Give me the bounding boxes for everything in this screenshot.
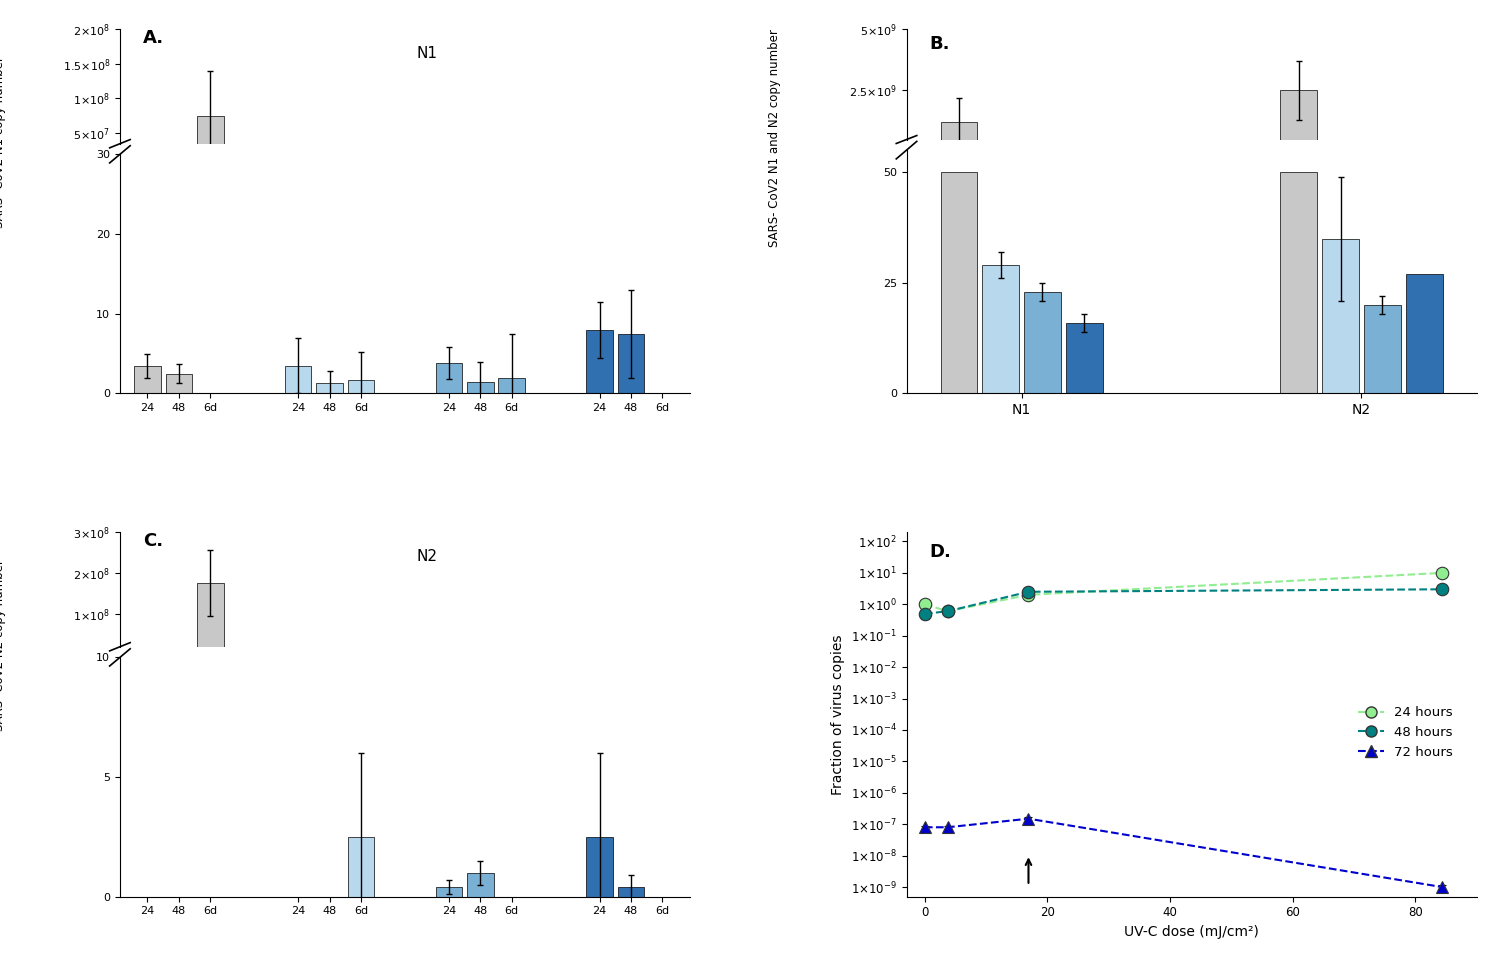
- Bar: [468, 872, 493, 897]
- Bar: [499, 378, 525, 393]
- Bar: [1280, 91, 1318, 151]
- Bar: [940, 122, 977, 151]
- Bar: [1066, 323, 1103, 393]
- Text: B.: B.: [929, 35, 950, 53]
- Y-axis label: SARS- CoV2 N1 and N2 copy number: SARS- CoV2 N1 and N2 copy number: [767, 29, 781, 247]
- Bar: [982, 265, 1019, 393]
- Text: C.: C.: [142, 532, 163, 549]
- Bar: [196, 583, 223, 655]
- Text: A.: A.: [142, 29, 163, 46]
- Bar: [618, 334, 645, 393]
- Bar: [348, 837, 375, 897]
- Y-axis label: SARS- CoV2 N1 copy number: SARS- CoV2 N1 copy number: [0, 57, 6, 228]
- Bar: [165, 373, 192, 393]
- Bar: [468, 382, 493, 393]
- Bar: [1280, 173, 1318, 393]
- Bar: [586, 837, 613, 897]
- Y-axis label: Fraction of virus copies: Fraction of virus copies: [830, 634, 845, 794]
- Bar: [436, 363, 462, 393]
- Text: D.: D.: [929, 543, 952, 561]
- Text: N1: N1: [417, 45, 438, 61]
- Bar: [348, 380, 375, 393]
- Bar: [940, 173, 977, 393]
- Bar: [1024, 292, 1061, 393]
- Bar: [618, 887, 645, 897]
- Bar: [1364, 305, 1400, 393]
- Bar: [586, 330, 613, 393]
- Bar: [196, 116, 223, 168]
- X-axis label: UV-C dose (mJ/cm²): UV-C dose (mJ/cm²): [1124, 924, 1259, 939]
- Y-axis label: SARS- CoV2 N2 copy number: SARS- CoV2 N2 copy number: [0, 559, 6, 732]
- Bar: [135, 365, 160, 393]
- Bar: [316, 383, 343, 393]
- Bar: [1406, 274, 1442, 393]
- Bar: [436, 887, 462, 897]
- Bar: [1322, 239, 1360, 393]
- Bar: [285, 365, 312, 393]
- Legend: 24 hours, 48 hours, 72 hours: 24 hours, 48 hours, 72 hours: [1352, 701, 1459, 763]
- Text: N2: N2: [417, 549, 438, 564]
